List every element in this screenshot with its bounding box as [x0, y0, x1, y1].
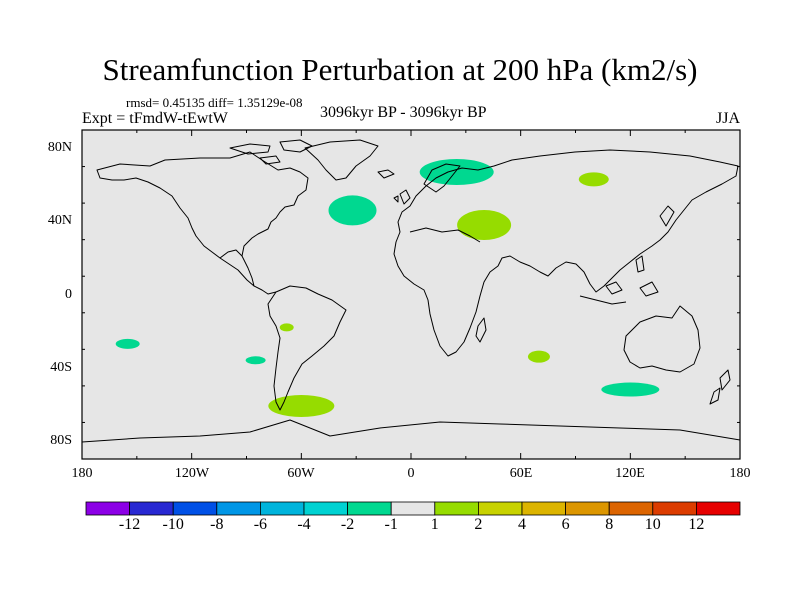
y-tick-label: 40N	[47, 213, 72, 228]
colorbar-label: 12	[688, 516, 705, 533]
season-label: JJA	[716, 110, 741, 127]
coast-eurasia-africa	[393, 149, 739, 357]
x-tick-label: 0	[407, 466, 415, 481]
coast-maritime-continent	[579, 255, 659, 305]
colorbar-swatch	[608, 501, 654, 516]
anomaly-south-indian-ocean	[527, 350, 550, 363]
colorbar-label: 2	[474, 516, 483, 533]
anomaly-scandinavia	[419, 159, 494, 186]
x-tick-label: 120W	[174, 466, 210, 481]
period-label: 3096kyr BP - 3096kyr BP	[320, 104, 487, 121]
anomaly-middle-east	[457, 210, 512, 241]
y-tick-label: 80N	[47, 140, 72, 155]
colorbar-swatch	[347, 501, 392, 516]
colorbar-label: -2	[340, 516, 355, 533]
coast-mediterranean	[409, 227, 481, 243]
colorbar-label: -10	[162, 516, 184, 533]
stats-label: rmsd= 0.45135 diff= 1.35129e-08	[126, 95, 303, 110]
coast-antarctica	[81, 419, 741, 443]
colorbar-label: 1	[430, 516, 439, 533]
colorbar-label: -1	[384, 516, 398, 533]
colorbar-label: -12	[118, 516, 141, 533]
colorbar-swatch	[129, 501, 174, 516]
colorbar-swatch	[565, 501, 610, 516]
colorbar-swatch	[303, 501, 348, 516]
coast-british-isles	[393, 189, 411, 205]
anomaly-southeast-pacific	[245, 356, 266, 365]
colorbar-swatch	[172, 501, 218, 516]
anomaly-layer	[115, 159, 660, 417]
colorbar-label: 4	[518, 516, 526, 533]
coast-south-america	[267, 285, 347, 411]
coast-greenland	[304, 139, 379, 181]
experiment-label: Expt = tFmdW-tEwtW	[82, 110, 228, 127]
anomaly-southern-ocean	[601, 382, 660, 397]
coast-madagascar	[475, 317, 487, 343]
colorbar-swatch	[477, 501, 523, 516]
colorbar-swatch	[652, 501, 697, 516]
coastlines	[81, 139, 741, 443]
anomaly-south-america	[279, 323, 294, 332]
colorbar-label: 6	[561, 516, 570, 533]
colorbar-swatch	[85, 501, 130, 516]
x-tick-label: 60W	[287, 466, 315, 481]
colorbar-swatch	[434, 501, 479, 516]
coast-scandinavia	[423, 163, 461, 193]
x-tick-label: 180	[729, 466, 751, 481]
y-tick-label: 40S	[50, 360, 72, 375]
coast-australia	[623, 305, 701, 373]
coast-japan	[659, 205, 675, 227]
x-tick-label: 120E	[615, 466, 645, 481]
chart-title: Streamfunction Perturbation at 200 hPa (…	[102, 52, 698, 87]
y-tick-label: 0	[65, 287, 72, 302]
colorbar-label: -8	[210, 516, 224, 533]
colorbar-swatch	[216, 501, 261, 516]
coast-central-america	[219, 249, 277, 295]
colorbar-label: 8	[605, 516, 614, 533]
anomaly-north-atlantic	[328, 195, 377, 226]
coast-iceland	[377, 169, 395, 179]
x-tick-label: 60E	[509, 466, 533, 481]
map-background	[82, 130, 740, 459]
colorbar-swatch	[390, 501, 436, 516]
y-tick-label: 80S	[50, 433, 72, 448]
colorbar-label: -4	[297, 516, 311, 533]
x-tick-label: 180	[71, 466, 93, 481]
colorbar	[85, 501, 741, 516]
coast-new-zealand	[709, 369, 731, 405]
colorbar-swatch	[259, 501, 305, 516]
anomaly-south-pacific	[115, 338, 140, 349]
anomaly-central-asia	[578, 172, 609, 187]
colorbar-swatch	[521, 501, 566, 516]
colorbar-swatch	[696, 501, 741, 516]
colorbar-label: 10	[644, 516, 661, 533]
axis-ticks	[81, 129, 741, 460]
colorbar-label: -6	[253, 516, 268, 533]
